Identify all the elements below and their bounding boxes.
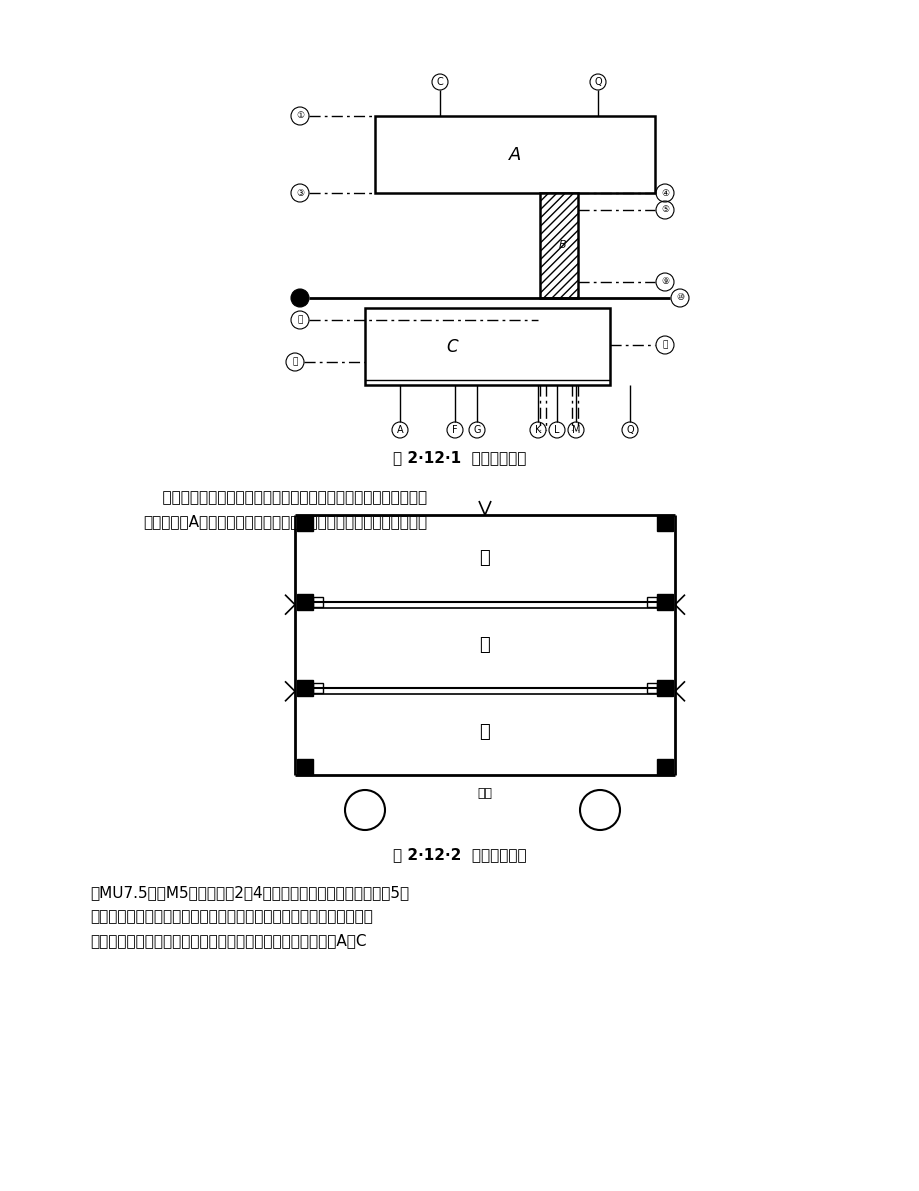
Bar xyxy=(365,308,609,385)
Text: 为MU7.5砖，M5砂浆砌体，2～4层为预制加气混凝土拼装大板，5层: 为MU7.5砖，M5砂浆砌体，2～4层为预制加气混凝土拼装大板，5层 xyxy=(90,885,409,900)
Text: ③: ③ xyxy=(296,188,304,198)
Text: ⑩: ⑩ xyxy=(675,293,684,303)
Text: 本工程各段楼层间设有每层三跑的现浇钢筋混凝土板式楼梯，电梯: 本工程各段楼层间设有每层三跑的现浇钢筋混凝土板式楼梯，电梯 xyxy=(142,490,426,505)
Bar xyxy=(312,684,323,693)
Text: ①: ① xyxy=(296,112,304,120)
Bar xyxy=(539,193,577,298)
Text: 图 2·12·2  三拼板型式图: 图 2·12·2 三拼板型式图 xyxy=(392,848,527,862)
Text: ⑫: ⑫ xyxy=(297,316,302,324)
Text: 边梁: 边梁 xyxy=(477,787,492,800)
Text: ⑨: ⑨ xyxy=(660,278,668,287)
Text: 井全现浇。A段在东端尚设有预制梯段的板式双跑步梯。围护外墙首层: 井全现浇。A段在东端尚设有预制梯段的板式双跑步梯。围护外墙首层 xyxy=(142,515,426,529)
Text: ⑯: ⑯ xyxy=(292,357,298,367)
Text: A: A xyxy=(396,425,403,435)
Bar xyxy=(297,759,312,775)
Circle shape xyxy=(290,289,309,307)
Text: ⑤: ⑤ xyxy=(660,206,668,214)
Text: C: C xyxy=(447,337,458,355)
Text: M: M xyxy=(571,425,580,435)
Bar xyxy=(656,680,673,697)
Text: G: G xyxy=(472,425,481,435)
Text: ④: ④ xyxy=(660,188,668,198)
Text: B: B xyxy=(559,241,566,250)
Text: Q: Q xyxy=(626,425,633,435)
Bar xyxy=(297,515,312,531)
Bar xyxy=(656,593,673,610)
Text: C: C xyxy=(437,77,443,87)
Text: 板: 板 xyxy=(479,723,490,741)
Text: 加气混凝土块墙。各段主要出入口为花岗石台阶，铝合金门，A、C: 加气混凝土块墙。各段主要出入口为花岗石台阶，铝合金门，A、C xyxy=(90,933,366,948)
Text: K: K xyxy=(534,425,540,435)
Bar xyxy=(375,116,654,193)
Text: 板: 板 xyxy=(479,636,490,654)
Text: 板: 板 xyxy=(479,549,490,567)
Text: 图 2·12·1  结构平面布置: 图 2·12·1 结构平面布置 xyxy=(393,450,526,466)
Text: F: F xyxy=(452,425,458,435)
Bar xyxy=(646,597,656,606)
Text: A: A xyxy=(508,145,521,163)
Bar xyxy=(312,597,323,606)
Text: ⑮: ⑮ xyxy=(662,341,667,349)
Bar xyxy=(646,684,656,693)
Text: 为加气混凝土块砌体。内墙除首层及各层厕所隔墙为砖砌体外，全部为: 为加气混凝土块砌体。内墙除首层及各层厕所隔墙为砖砌体外，全部为 xyxy=(90,909,372,924)
Text: L: L xyxy=(553,425,559,435)
Bar xyxy=(297,680,312,697)
Bar xyxy=(656,515,673,531)
Bar xyxy=(297,593,312,610)
Text: Q: Q xyxy=(594,77,601,87)
Bar xyxy=(656,759,673,775)
